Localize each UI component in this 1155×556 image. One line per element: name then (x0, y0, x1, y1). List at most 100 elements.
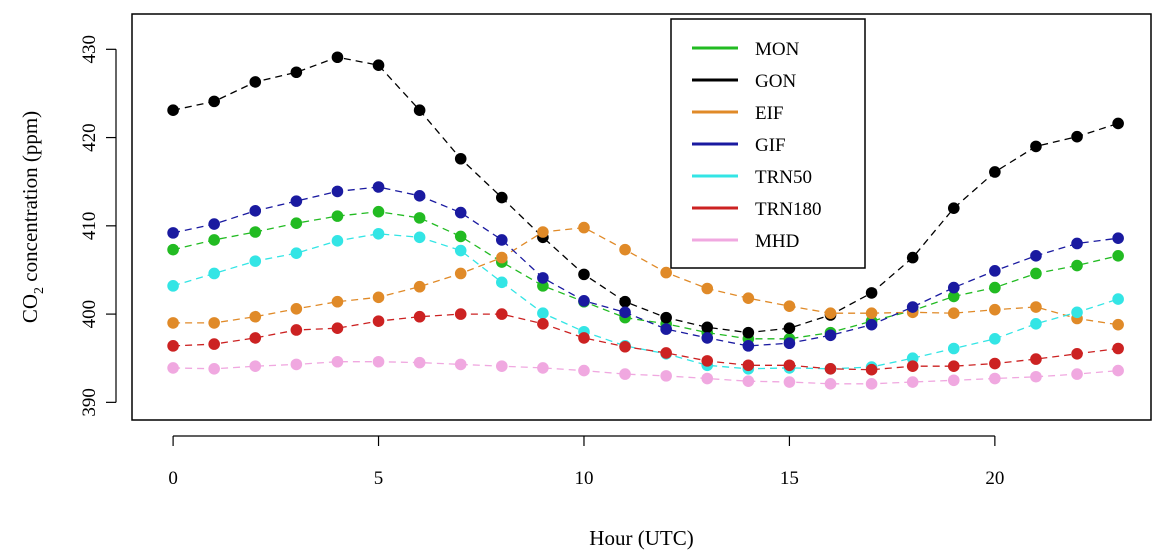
data-point-eif (331, 295, 344, 308)
data-point-mhd (413, 356, 426, 369)
data-point-eif (454, 267, 467, 280)
series-mhd (167, 355, 1124, 390)
x-tick-label: 0 (168, 468, 178, 489)
data-point-mhd (824, 378, 837, 390)
data-point-gif (660, 323, 672, 335)
data-point-gif (249, 205, 262, 217)
data-point-trn180 (824, 363, 837, 375)
data-point-trn180 (947, 360, 960, 372)
series-trn180 (167, 308, 1124, 376)
series-line-eif (173, 226, 1119, 326)
data-point-eif (1112, 318, 1124, 331)
data-point-mhd (372, 355, 385, 368)
data-point-gif (1071, 237, 1083, 250)
data-point-gif (208, 218, 220, 230)
data-point-eif (208, 317, 220, 329)
data-point-gif (167, 227, 179, 239)
legend-label-gif: GIF (755, 135, 786, 156)
data-point-eif (824, 307, 837, 320)
data-point-trn50 (331, 235, 344, 247)
data-point-trn50 (906, 352, 919, 365)
data-point-gon (865, 287, 878, 299)
data-point-mon (989, 281, 1001, 294)
data-point-eif (413, 280, 426, 293)
data-point-gon (208, 95, 220, 108)
series-mon (167, 205, 1124, 345)
data-point-trn180 (249, 332, 262, 344)
data-point-gon (1071, 130, 1083, 143)
data-point-gon (906, 251, 919, 264)
legend: MON GON EIF GIF TRN50 TRN180 MHD (670, 18, 866, 269)
series-line-gon (172, 56, 1119, 334)
data-point-mhd (249, 360, 262, 372)
data-point-trn50 (1112, 293, 1124, 305)
y-tick-label: 410 (79, 212, 100, 241)
data-point-trn180 (865, 363, 878, 376)
data-point-trn180 (413, 310, 426, 323)
x-tick-label: 15 (780, 468, 799, 489)
series-line-trn180 (173, 313, 1119, 371)
series-layer (167, 51, 1124, 390)
data-point-mhd (495, 360, 508, 372)
data-point-mhd (783, 376, 796, 388)
data-point-mhd (454, 358, 467, 371)
series-line-mon (172, 211, 1119, 340)
data-point-gif (372, 181, 385, 193)
data-point-eif (495, 251, 508, 264)
data-point-gon (331, 51, 344, 64)
data-point-mon (249, 226, 262, 238)
data-point-trn180 (742, 359, 755, 372)
data-point-eif (167, 317, 179, 329)
series-line-mhd (173, 361, 1119, 385)
data-point-trn50 (372, 227, 385, 240)
data-point-trn180 (989, 357, 1001, 370)
data-point-mon (1112, 250, 1124, 262)
data-point-mhd (578, 364, 590, 377)
data-point-eif (701, 282, 714, 295)
data-point-trn180 (331, 322, 344, 335)
data-point-gon (1112, 117, 1124, 130)
data-point-trn50 (495, 276, 508, 289)
data-point-mhd (331, 355, 344, 368)
data-point-gif (619, 306, 631, 319)
data-point-mhd (1030, 370, 1042, 383)
data-point-eif (865, 307, 878, 320)
data-point-mon (1071, 259, 1083, 272)
data-point-gon (947, 202, 960, 214)
y-tick-label: 390 (79, 388, 100, 417)
data-point-trn50 (290, 247, 303, 259)
data-point-eif (578, 221, 590, 234)
data-point-gif (865, 318, 878, 331)
data-point-trn50 (167, 280, 179, 292)
data-point-gon (660, 311, 672, 324)
data-point-mhd (865, 378, 878, 390)
data-point-mhd (989, 372, 1001, 385)
series-eif (167, 221, 1124, 331)
data-point-trn50 (947, 342, 960, 355)
data-point-gon (454, 152, 467, 165)
data-point-mon (331, 210, 344, 222)
data-point-gon (619, 295, 631, 308)
data-point-trn50 (208, 267, 220, 280)
data-point-eif (290, 302, 303, 315)
data-point-gif (947, 281, 960, 294)
data-point-mhd (1112, 364, 1124, 377)
data-point-gon (249, 76, 262, 88)
data-point-eif (619, 243, 631, 256)
data-point-eif (660, 266, 672, 279)
data-point-trn180 (783, 359, 796, 372)
data-point-trn50 (1071, 306, 1083, 319)
data-point-gif (824, 329, 837, 342)
data-point-trn180 (1030, 353, 1042, 365)
data-point-mon (947, 290, 960, 303)
data-point-trn180 (619, 340, 631, 353)
data-point-gif (701, 332, 714, 344)
data-point-gon (372, 59, 385, 71)
y-axis-title-subscript: 2 (32, 287, 47, 294)
data-point-mon (1030, 267, 1042, 280)
y-tick-label: 400 (79, 300, 100, 329)
data-point-gif (578, 295, 590, 307)
data-point-mon (167, 243, 179, 256)
data-point-eif (249, 310, 262, 323)
data-point-trn180 (372, 315, 385, 327)
